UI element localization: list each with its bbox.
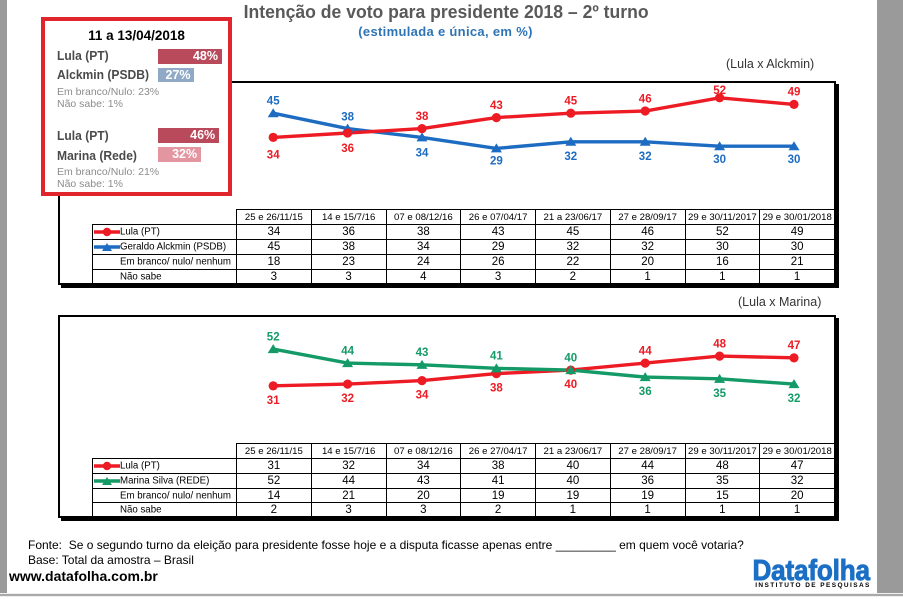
- svg-text:43: 43: [416, 347, 429, 359]
- svg-text:49: 49: [788, 87, 801, 99]
- svg-text:30: 30: [788, 154, 801, 166]
- svg-text:44: 44: [639, 345, 652, 357]
- svg-text:40: 40: [564, 352, 577, 364]
- svg-text:36: 36: [639, 386, 652, 398]
- svg-text:46: 46: [639, 93, 652, 105]
- svg-text:32: 32: [341, 393, 354, 405]
- svg-text:30: 30: [713, 154, 726, 166]
- svg-text:48: 48: [713, 338, 726, 350]
- svg-text:38: 38: [416, 111, 429, 123]
- svg-text:40: 40: [564, 379, 577, 391]
- svg-text:35: 35: [713, 388, 726, 400]
- svg-text:41: 41: [490, 351, 503, 363]
- svg-text:34: 34: [267, 149, 280, 161]
- svg-text:38: 38: [490, 383, 503, 395]
- svg-text:52: 52: [267, 331, 280, 343]
- svg-text:44: 44: [341, 345, 354, 357]
- svg-text:45: 45: [267, 96, 280, 108]
- svg-text:34: 34: [416, 390, 429, 402]
- svg-text:36: 36: [341, 143, 354, 155]
- svg-text:34: 34: [416, 147, 429, 159]
- svg-text:32: 32: [564, 151, 577, 163]
- svg-text:43: 43: [490, 100, 503, 112]
- svg-text:38: 38: [341, 112, 354, 124]
- svg-text:47: 47: [788, 340, 801, 352]
- svg-text:52: 52: [713, 85, 726, 97]
- svg-text:32: 32: [788, 393, 801, 405]
- svg-text:45: 45: [564, 96, 577, 108]
- svg-text:31: 31: [267, 395, 280, 407]
- svg-text:32: 32: [639, 151, 652, 163]
- svg-text:29: 29: [490, 156, 503, 168]
